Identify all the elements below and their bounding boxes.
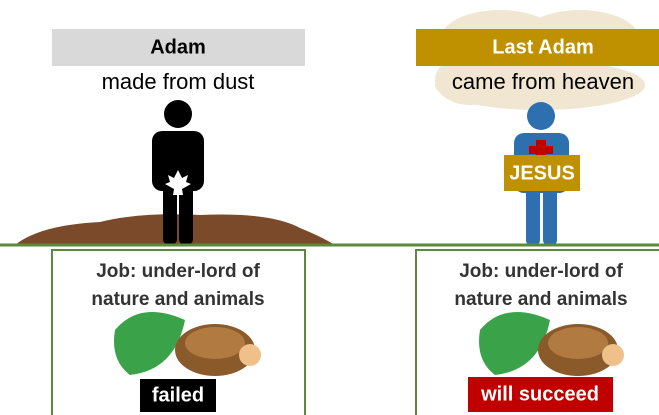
leaf-turtle [479,312,624,376]
panel-title: Last Adam [492,36,594,58]
figure-label: JESUS [509,162,575,184]
job-text: nature and animals [91,289,264,310]
job-text: Job: under-lord of [96,261,260,282]
result-text: failed [152,384,204,406]
job-text: Job: under-lord of [459,261,623,282]
panel-subtitle: came from heaven [452,69,634,94]
job-text: nature and animals [454,289,627,310]
leaf-turtle [114,312,261,376]
slide: Adam made from dust Last Adam came from … [0,0,659,415]
panel-subtitle: made from dust [102,69,255,94]
result-text: will succeed [480,383,599,405]
panel-title: Adam [150,36,206,58]
